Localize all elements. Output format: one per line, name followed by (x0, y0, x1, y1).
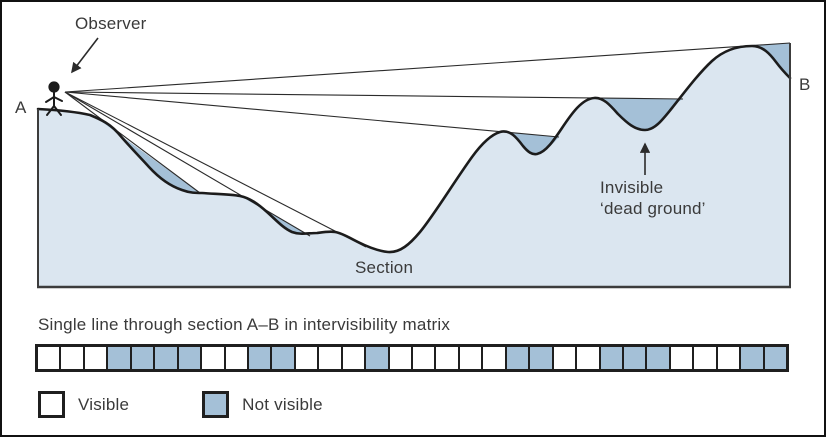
observer-head (48, 81, 60, 93)
legend: Visible Not visible (38, 391, 323, 418)
matrix-cell-visible (670, 347, 695, 369)
sight-line-4 (64, 91, 367, 248)
matrix-cell-not_visible (530, 347, 554, 369)
matrix-cell-not_visible (506, 347, 531, 369)
matrix-cell-visible (319, 347, 343, 369)
matrix-caption: Single line through section A–B in inter… (38, 315, 451, 334)
not-visible-label: Not visible (242, 394, 323, 414)
observer-figure-icon (45, 81, 63, 116)
sight-line-to-b (64, 42, 791, 93)
matrix-cell-visible (84, 347, 109, 369)
sight-line-2 (64, 91, 684, 100)
observer-arrow (71, 37, 99, 74)
matrix-cell-visible (389, 347, 413, 369)
matrix-cell-visible (694, 347, 718, 369)
terrain-fill (38, 46, 790, 287)
dead-ground-valley-5 (594, 97, 683, 130)
matrix-cell-visible (38, 347, 62, 369)
sight-line-6 (64, 91, 201, 194)
matrix-cell-visible (61, 347, 85, 369)
matrix-cell-not_visible (155, 347, 179, 369)
matrix-cell-visible (553, 347, 578, 369)
terrain-surface-line (36, 44, 792, 254)
not-visible-swatch-icon (202, 391, 230, 418)
observer-label: Observer (75, 14, 147, 33)
point-b-label: B (799, 75, 811, 94)
invisible-label-line2: ‘dead ground’ (600, 199, 706, 218)
sight-lines (64, 42, 791, 248)
matrix-cell-visible (459, 347, 484, 369)
matrix-cell-visible (342, 347, 367, 369)
matrix-cell-not_visible (272, 347, 296, 369)
matrix-cell-not_visible (600, 347, 624, 369)
dead-ground-dip-4 (500, 131, 559, 155)
matrix-cell-not_visible (741, 347, 765, 369)
matrix-cell-not_visible (108, 347, 132, 369)
invisible-dead-ground-label: Invisible ‘dead ground’ (600, 177, 706, 219)
matrix-cell-visible (436, 347, 460, 369)
section-box-edges (37, 43, 791, 289)
visible-swatch-icon (38, 391, 65, 418)
matrix-cell-visible (577, 347, 601, 369)
matrix-cell-not_visible (248, 347, 273, 369)
point-a-label: A (15, 98, 27, 117)
matrix-cell-not_visible (131, 347, 156, 369)
visible-label: Visible (78, 394, 130, 414)
sight-line-5 (64, 91, 311, 237)
intervisibility-strip (35, 344, 789, 372)
matrix-cell-visible (295, 347, 320, 369)
section-label: Section (355, 258, 414, 277)
matrix-cell-not_visible (366, 347, 390, 369)
matrix-cell-not_visible (178, 347, 203, 369)
matrix-cell-not_visible (764, 347, 786, 369)
matrix-cell-visible (202, 347, 226, 369)
matrix-cell-not_visible (623, 347, 648, 369)
dead-ground-behind-peak-6 (752, 43, 790, 78)
sight-line-3 (64, 91, 560, 138)
matrix-cell-visible (717, 347, 742, 369)
matrix-cell-not_visible (647, 347, 671, 369)
matrix-cell-visible (225, 347, 249, 369)
invisible-label-line1: Invisible (600, 178, 664, 197)
matrix-cell-visible (413, 347, 437, 369)
matrix-cell-visible (483, 347, 507, 369)
